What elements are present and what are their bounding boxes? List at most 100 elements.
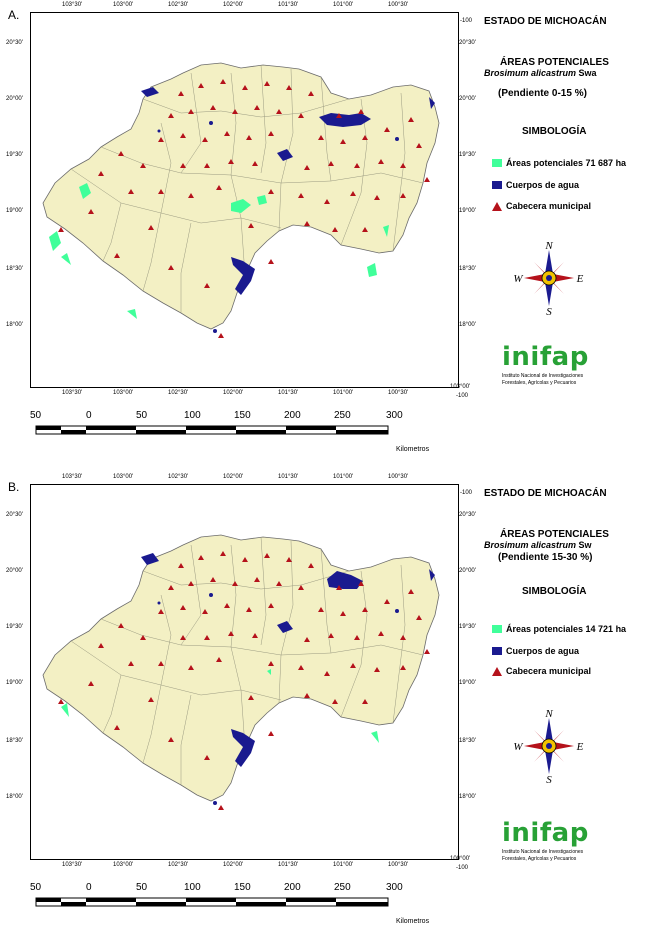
compass-rose-icon: N S W E (514, 708, 584, 784)
scale-graphic (35, 425, 389, 435)
legend: ESTADO DE MICHOACÁN ÁREAS POTENCIALES Br… (462, 472, 642, 942)
compass-e: E (576, 273, 584, 285)
michoacan-map (42, 534, 440, 810)
longitude-label-bottom: 102°30' (168, 862, 189, 868)
longitude-label-top: 100°30' (388, 2, 409, 8)
longitude-label-top: 103°30' (62, 2, 83, 8)
longitude-label-bottom: 103°00' (113, 862, 134, 868)
logo-line-1: Instituto Nacional de Investigaciones (502, 373, 584, 379)
legend: ESTADO DE MICHOACÁN ÁREAS POTENCIALES Br… (462, 0, 642, 470)
corner-label-br: 103°00' (450, 384, 471, 390)
triangle-icon (492, 201, 502, 211)
latitude-label-left: 18°00' (6, 322, 23, 328)
compass-w: W (514, 741, 523, 753)
compass-n: N (544, 240, 553, 252)
logo-word: inifap (502, 818, 589, 848)
latitude-label-right: 18°30' (459, 738, 476, 744)
map-subtitle: ÁREAS POTENCIALES (500, 529, 609, 540)
longitude-label-top: 102°30' (168, 2, 189, 8)
latitude-label-left: 18°30' (6, 266, 23, 272)
latitude-label-right: 20°00' (459, 96, 476, 102)
corner-label: -100 (460, 490, 473, 496)
legend-item-seat: Cabecera municipal (492, 666, 591, 676)
municipal-boundaries (70, 536, 424, 785)
latitude-label-right: 20°30' (459, 40, 476, 46)
species-label: Brosimum alicastrum Sw (484, 540, 592, 550)
state-outline (42, 62, 440, 330)
compass-s: S (546, 774, 552, 784)
potential-areas (61, 669, 379, 743)
latitude-label-right: 20°30' (459, 512, 476, 518)
green-swatch-icon (492, 159, 502, 167)
scale-label: 250 (334, 882, 351, 893)
latitude-label-right: 19°00' (459, 680, 476, 686)
latitude-label-right: 19°30' (459, 624, 476, 630)
logo-word: inifap (502, 342, 589, 372)
scale-label: 200 (284, 882, 301, 893)
scale-label: 100 (184, 410, 201, 421)
longitude-label-bottom: 101°00' (333, 862, 354, 868)
compass-s: S (546, 306, 552, 316)
compass-rose-icon: N S W E (514, 240, 584, 316)
corner-label: -100 (460, 18, 473, 24)
corner-label-br2: -100 (456, 393, 469, 399)
map-title: ESTADO DE MICHOACÁN (484, 488, 607, 499)
longitude-label-bottom: 102°00' (223, 390, 244, 396)
latitude-label-left: 19°30' (6, 624, 23, 630)
symbology-heading: SIMBOLOGÍA (522, 126, 587, 137)
latitude-label-right: 18°30' (459, 266, 476, 272)
scale-label: 0 (86, 882, 92, 893)
slope-label: (Pendiente 15-30 %) (498, 552, 593, 563)
legend-item-areas: Áreas potenciales 71 687 ha (492, 158, 626, 168)
longitude-label-bottom: 103°30' (62, 390, 83, 396)
scale-graphic (35, 897, 389, 907)
longitude-label-top: 101°30' (278, 474, 299, 480)
map-panel-b: B. (0, 472, 646, 943)
state-outline (42, 534, 440, 802)
municipal-seats (58, 551, 430, 810)
michoacan-map (42, 62, 440, 338)
longitude-label-bottom: 101°30' (278, 862, 299, 868)
blue-swatch-icon (492, 181, 502, 189)
latitude-label-right: 20°00' (459, 568, 476, 574)
latitude-label-left: 20°30' (6, 512, 23, 518)
slope-label: (Pendiente 0-15 %) (498, 88, 587, 99)
species-label: Brosimum alicastrum Swa (484, 68, 597, 78)
logo-line-2: Forestales, Agrícolas y Pecuarios (502, 380, 577, 386)
scale-label: 250 (334, 410, 351, 421)
logo-line-1: Instituto Nacional de Investigaciones (502, 849, 584, 855)
map-frame (30, 484, 459, 860)
scale-label: 50 (136, 410, 148, 421)
latitude-label-right: 18°00' (459, 322, 476, 328)
scale-unit: Kilometros (396, 918, 430, 925)
corner-label-br: 100°00' (450, 856, 471, 862)
symbology-heading: SIMBOLOGÍA (522, 586, 587, 597)
scale-label: 300 (386, 410, 403, 421)
scale-label: 100 (184, 882, 201, 893)
scale-label: 50 (30, 882, 42, 893)
scale-label: 150 (234, 882, 251, 893)
longitude-label-top: 101°00' (333, 2, 354, 8)
map-title: ESTADO DE MICHOACÁN (484, 16, 607, 27)
scale-label: 300 (386, 882, 403, 893)
map-frame (30, 12, 459, 388)
scale-label: 50 (30, 410, 42, 421)
longitude-label-top: 103°30' (62, 474, 83, 480)
longitude-label-top: 100°30' (388, 474, 409, 480)
latitude-label-right: 18°00' (459, 794, 476, 800)
latitude-label-left: 19°00' (6, 208, 23, 214)
longitude-label-top: 102°00' (223, 2, 244, 8)
latitude-label-left: 20°00' (6, 568, 23, 574)
scale-unit: Kilometros (396, 446, 430, 453)
longitude-label-bottom: 101°00' (333, 390, 354, 396)
longitude-label-bottom: 101°30' (278, 390, 299, 396)
longitude-label-bottom: 103°00' (113, 390, 134, 396)
legend-item-water: Cuerpos de agua (492, 180, 579, 190)
latitude-label-left: 18°30' (6, 738, 23, 744)
compass-e: E (576, 741, 584, 753)
panel-letter: B. (8, 480, 20, 494)
compass-n: N (544, 708, 553, 720)
latitude-label-left: 20°30' (6, 40, 23, 46)
logo-line-2: Forestales, Agrícolas y Pecuarios (502, 856, 577, 862)
latitude-label-left: 18°00' (6, 794, 23, 800)
